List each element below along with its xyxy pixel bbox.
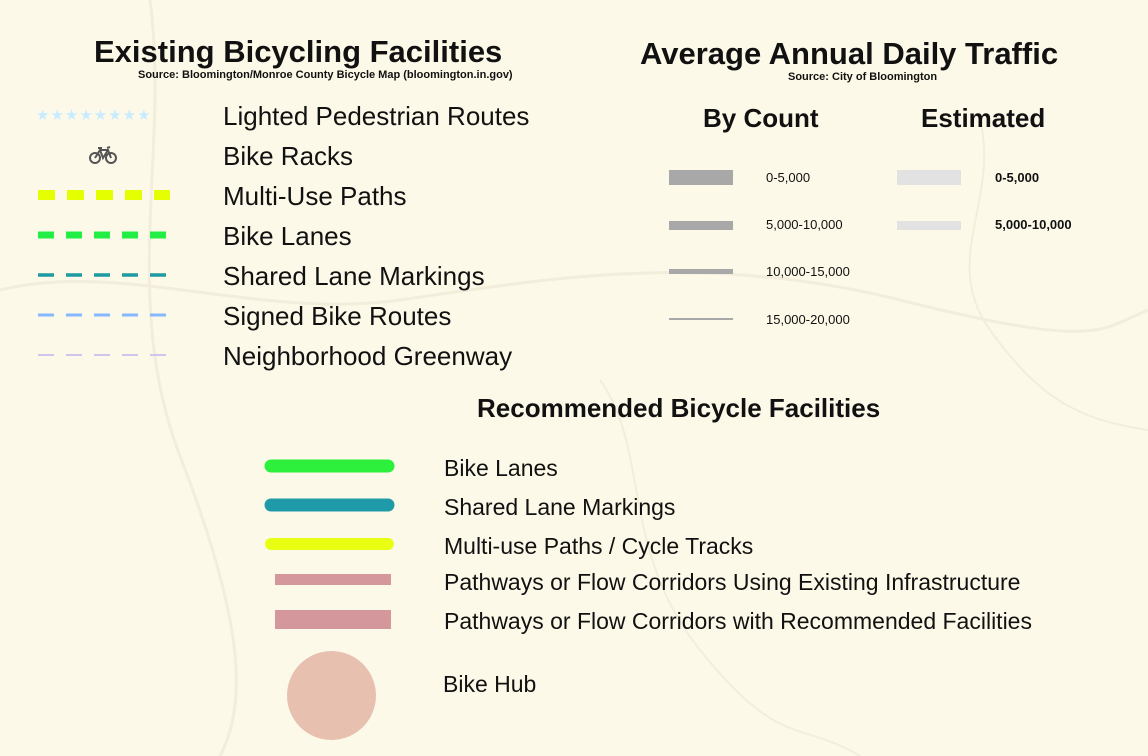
count-band-5000-10000 <box>669 221 733 230</box>
estimated-heading: Estimated <box>921 103 1046 133</box>
recommended-title: Recommended Bicycle Facilities <box>477 393 881 423</box>
legend-label-bike-racks: Bike Racks <box>223 141 354 171</box>
estimated-label-0: 0-5,000 <box>995 170 1040 185</box>
bike-hub-circle <box>287 651 376 740</box>
rec-label-bike-lanes: Bike Lanes <box>444 455 558 481</box>
legend-label-lighted-pedestrian: Lighted Pedestrian Routes <box>223 101 530 131</box>
rec-label-multi-use-paths: Multi-use Paths / Cycle Tracks <box>444 533 754 559</box>
recommended-line-symbols <box>264 459 395 629</box>
traffic-title: Average Annual Daily Traffic <box>640 36 1059 71</box>
count-band-15000-20000 <box>669 318 733 320</box>
rec-pathway-recommended-bar <box>275 610 391 629</box>
legend-label-multi-use-paths: Multi-Use Paths <box>223 181 407 211</box>
legend-label-neighborhood-greenway: Neighborhood Greenway <box>223 341 513 371</box>
estimated-band-0-5000 <box>897 170 961 185</box>
count-band-10000-15000 <box>669 269 733 274</box>
star-icon: ★★★★★★★★ <box>36 107 152 124</box>
count-label-3: 15,000-20,000 <box>766 312 850 327</box>
estimated-label-1: 5,000-10,000 <box>995 217 1072 232</box>
by-count-heading: By Count <box>703 103 819 133</box>
traffic-source: Source: City of Bloomington <box>788 71 938 83</box>
rec-label-bike-hub: Bike Hub <box>443 671 537 697</box>
rec-pathway-existing-bar <box>275 574 391 585</box>
existing-facilities-title: Existing Bicycling Facilities <box>94 34 503 69</box>
count-label-1: 5,000-10,000 <box>766 217 843 232</box>
bicycle-icon <box>89 146 117 164</box>
count-band-0-5000 <box>669 170 733 185</box>
rec-label-pathways-existing: Pathways or Flow Corridors Using Existin… <box>444 569 1021 595</box>
legend-label-signed-bike-routes: Signed Bike Routes <box>223 301 452 331</box>
rec-label-pathways-recommended: Pathways or Flow Corridors with Recommen… <box>444 608 1032 634</box>
estimated-band-5000-10000 <box>897 221 961 230</box>
existing-facilities-source: Source: Bloomington/Monroe County Bicycl… <box>138 69 513 81</box>
rec-label-shared-lane-markings: Shared Lane Markings <box>444 494 676 520</box>
count-label-2: 10,000-15,000 <box>766 264 850 279</box>
existing-line-symbols <box>38 190 170 356</box>
legend-label-shared-lane-markings: Shared Lane Markings <box>223 261 485 291</box>
legend-label-bike-lanes: Bike Lanes <box>223 221 352 251</box>
count-label-0: 0-5,000 <box>766 170 811 185</box>
